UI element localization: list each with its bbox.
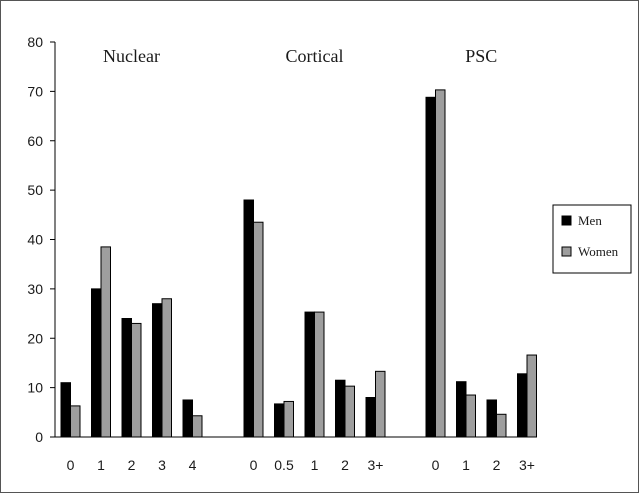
x-tick-label: 3 (158, 457, 166, 473)
bar-women (314, 311, 325, 438)
bar-men (335, 379, 346, 438)
x-tick-label: 1 (462, 457, 470, 473)
bar-women (375, 370, 386, 438)
x-tick-label: 3+ (368, 457, 384, 473)
y-tick-label: 60 (27, 133, 43, 149)
bar-women (100, 246, 111, 438)
bar-men (243, 199, 254, 438)
bar-women (131, 322, 142, 438)
bar-women (344, 385, 355, 438)
bar-men (182, 399, 193, 438)
x-tick-label: 4 (189, 457, 197, 473)
y-tick-label: 70 (27, 83, 43, 99)
bar-men (365, 397, 376, 438)
bar-men (121, 318, 132, 438)
legend-swatch-women (561, 246, 572, 257)
x-tick-label: 2 (493, 457, 501, 473)
group-title: Nuclear (103, 46, 160, 66)
bar-women (465, 394, 476, 438)
bar-men (486, 399, 497, 438)
x-tick-label: 0 (432, 457, 440, 473)
bar-men (91, 288, 102, 438)
x-tick-label: 2 (341, 457, 349, 473)
bar-women (253, 221, 264, 438)
y-tick-label: 40 (27, 232, 43, 248)
bar-women (435, 89, 446, 438)
x-tick-label: 1 (311, 457, 319, 473)
bar-women (161, 298, 172, 438)
bar-men (456, 381, 467, 438)
y-tick-label: 30 (27, 281, 43, 297)
bar-women (283, 400, 294, 438)
x-tick-label: 0.5 (274, 457, 294, 473)
group-title: Cortical (286, 46, 344, 66)
bar-men (60, 382, 71, 438)
bar-women (496, 413, 507, 438)
bar-men (517, 373, 528, 438)
bar-men (274, 403, 285, 438)
bar-women (526, 354, 537, 438)
legend-label-women: Women (578, 244, 619, 259)
bar-men (425, 96, 436, 438)
bar-men (152, 303, 163, 438)
group-title: PSC (465, 46, 497, 66)
x-tick-label: 0 (67, 457, 75, 473)
x-tick-label: 0 (250, 457, 258, 473)
legend-swatch-men (561, 215, 572, 226)
y-tick-label: 0 (35, 429, 43, 445)
y-tick-label: 80 (27, 34, 43, 50)
x-tick-label: 3+ (519, 457, 535, 473)
legend-label-men: Men (578, 213, 602, 228)
y-tick-label: 20 (27, 330, 43, 346)
y-tick-label: 50 (27, 182, 43, 198)
y-tick-label: 10 (27, 380, 43, 396)
x-tick-label: 2 (128, 457, 136, 473)
bar-women (192, 415, 203, 438)
x-tick-label: 1 (97, 457, 105, 473)
bar-men (304, 311, 315, 438)
bar-women (70, 405, 81, 438)
